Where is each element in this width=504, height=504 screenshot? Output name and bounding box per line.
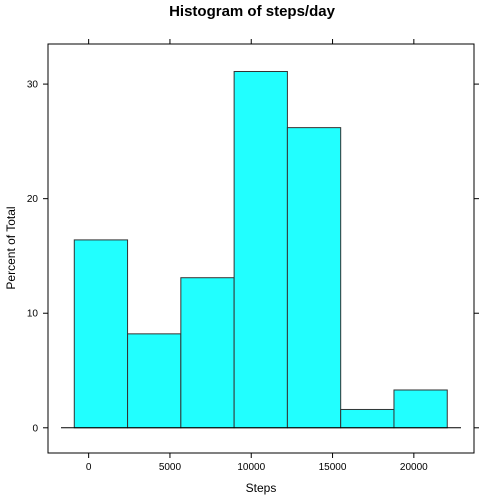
histogram-bar bbox=[233, 70, 288, 429]
histogram-bar bbox=[127, 333, 182, 429]
bars-group bbox=[73, 70, 448, 429]
histogram-bar bbox=[393, 389, 448, 429]
x-tick-label: 0 bbox=[86, 462, 92, 473]
histogram-bar bbox=[286, 127, 342, 429]
x-tick-label: 20000 bbox=[400, 462, 428, 473]
histogram-bar bbox=[180, 277, 235, 429]
y-axis-label: Percent of Total bbox=[4, 206, 18, 289]
histogram-bar bbox=[73, 239, 129, 429]
x-tick-label: 5000 bbox=[159, 462, 182, 473]
x-axis-label: Steps bbox=[246, 481, 277, 495]
x-tick-label: 10000 bbox=[237, 462, 265, 473]
x-tick-label: 15000 bbox=[319, 462, 347, 473]
plot-frame bbox=[47, 43, 475, 454]
y-tick-label: 10 bbox=[27, 309, 39, 320]
y-tick-label: 0 bbox=[32, 423, 38, 434]
ticks-group: 0 5000 10000 15000 20000 0 10 20 30 bbox=[27, 39, 479, 473]
y-tick-label: 20 bbox=[27, 194, 39, 205]
y-tick-label: 30 bbox=[27, 80, 39, 91]
chart-title: Histogram of steps/day bbox=[169, 3, 335, 20]
histogram-bar bbox=[340, 408, 395, 429]
